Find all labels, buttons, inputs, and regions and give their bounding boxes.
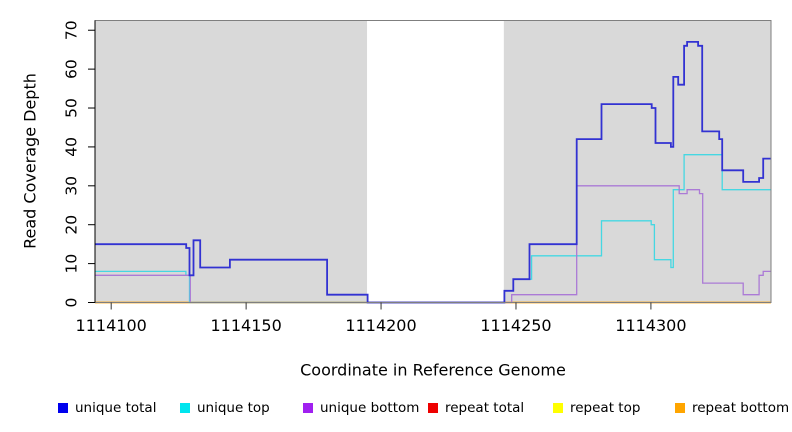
series-unique-bottom xyxy=(95,185,771,304)
y-tick-label: 70 xyxy=(63,20,81,40)
legend-item-unique-bottom: unique bottom xyxy=(303,401,419,415)
legend-swatch xyxy=(180,403,190,413)
legend-item-repeat-total: repeat total xyxy=(428,401,524,415)
y-tick-label: 40 xyxy=(63,137,81,157)
x-tick-label: 1114250 xyxy=(480,316,551,335)
series-unique-total xyxy=(95,41,771,304)
legend-label: repeat top xyxy=(570,400,641,416)
y-tick-label: 10 xyxy=(63,254,81,274)
legend-item-unique-total: unique total xyxy=(58,401,156,415)
legend-item-repeat-bottom: repeat bottom xyxy=(675,401,789,415)
legend-label: repeat bottom xyxy=(692,400,790,416)
x-tick-label: 1114200 xyxy=(345,316,416,335)
legend-swatch xyxy=(675,403,685,413)
legend-swatch xyxy=(303,403,313,413)
legend-swatch xyxy=(553,403,563,413)
x-axis-title: Coordinate in Reference Genome xyxy=(300,360,566,380)
y-tick-label: 0 xyxy=(63,298,81,308)
y-tick-label: 20 xyxy=(63,215,81,235)
legend-label: unique top xyxy=(197,400,270,416)
x-tick-label: 1114100 xyxy=(76,316,147,335)
y-tick-label: 60 xyxy=(63,59,81,79)
y-axis-title: Read Coverage Depth xyxy=(20,73,40,249)
legend-label: repeat total xyxy=(445,400,525,416)
legend-swatch xyxy=(58,403,68,413)
legend-item-repeat-top: repeat top xyxy=(553,401,640,415)
masked-region xyxy=(367,21,504,302)
x-tick-label: 1114150 xyxy=(210,316,281,335)
y-tick-label: 50 xyxy=(63,98,81,118)
legend-item-unique-top: unique top xyxy=(180,401,270,415)
legend-label: unique total xyxy=(75,400,157,416)
x-tick-label: 1114300 xyxy=(615,316,686,335)
legend-label: unique bottom xyxy=(320,400,420,416)
y-tick-label: 30 xyxy=(63,176,81,196)
legend-swatch xyxy=(428,403,438,413)
